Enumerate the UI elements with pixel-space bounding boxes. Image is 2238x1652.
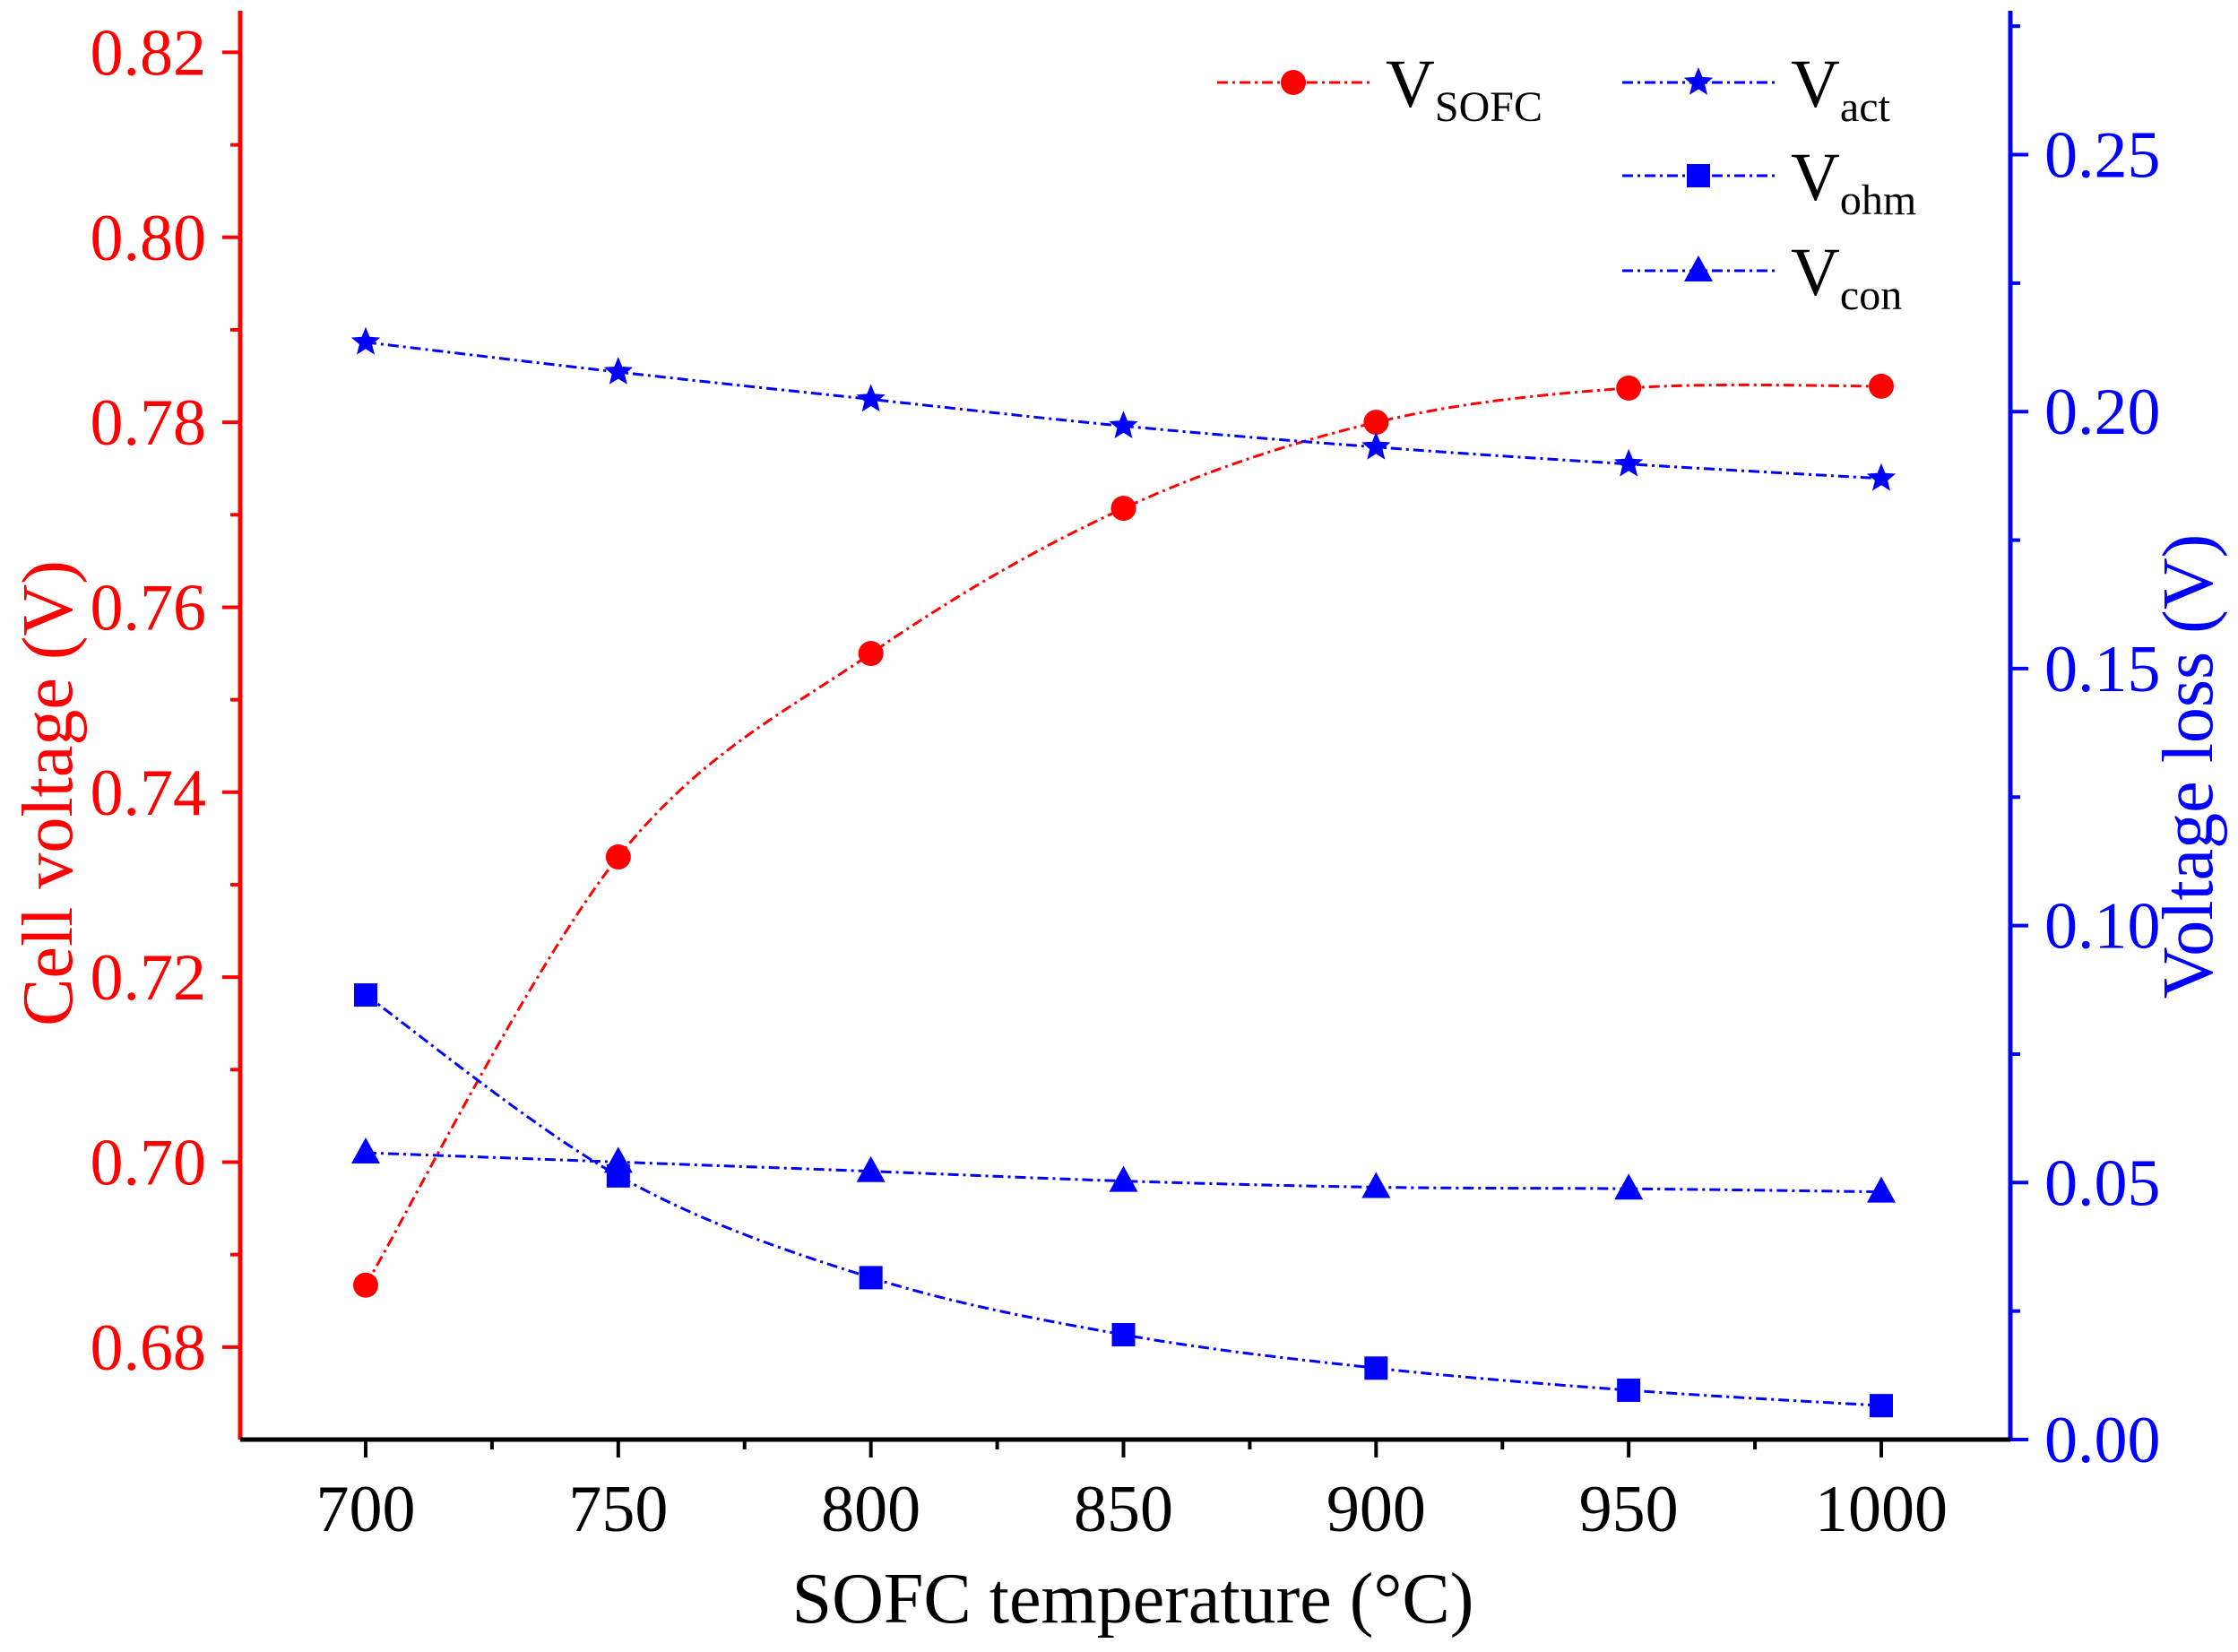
data-point-circle	[1363, 410, 1389, 436]
x-tick-label: 1000	[1815, 1473, 1948, 1546]
legend-label-main: V	[1791, 47, 1840, 122]
data-point-circle	[1616, 375, 1642, 401]
data-point-star	[603, 357, 633, 385]
right-y-axis-title: Voltage loss (V)	[2149, 534, 2228, 999]
left-tick-label: 0.74	[91, 757, 207, 830]
series-curve-star	[365, 341, 1882, 480]
data-point-circle	[605, 844, 631, 870]
left-tick-label: 0.80	[91, 202, 207, 275]
right-tick-label: 0.05	[2044, 1146, 2161, 1220]
legend-marker-square	[1687, 164, 1710, 187]
legend-label-main: V	[1791, 140, 1840, 215]
legend-label-star: Vact	[1791, 47, 1891, 131]
data-point-square	[1617, 1378, 1641, 1402]
legend-label-subscript: SOFC	[1435, 83, 1542, 131]
data-point-square	[1111, 1323, 1136, 1347]
data-point-star	[856, 384, 886, 412]
legend-label-subscript: con	[1840, 272, 1902, 319]
data-point-star	[1614, 448, 1644, 477]
data-markers	[350, 326, 1897, 1418]
data-point-triangle	[351, 1137, 380, 1164]
data-point-triangle	[856, 1155, 886, 1182]
axis-ticks: 700 750 800 850 900 950 1000 0.68 0.70 0.72 0.74 0.…	[91, 16, 2161, 1546]
left-tick-label: 0.68	[91, 1311, 207, 1385]
x-tick-label: 900	[1326, 1473, 1426, 1546]
right-tick-label: 0.15	[2044, 633, 2161, 706]
left-tick-label: 0.70	[91, 1126, 207, 1199]
legend-marker-circle	[1281, 70, 1306, 95]
data-point-star	[1866, 463, 1897, 491]
data-point-circle	[1110, 496, 1136, 522]
data-point-triangle	[603, 1146, 633, 1173]
x-tick-label: 750	[568, 1473, 668, 1546]
data-point-star	[1109, 411, 1138, 438]
x-tick-label: 850	[1074, 1473, 1173, 1546]
series-curve-circle	[364, 383, 1882, 1286]
left-tick-label: 0.76	[91, 571, 207, 644]
data-point-square	[859, 1266, 883, 1290]
legend-label-subscript: act	[1840, 83, 1891, 131]
data-point-square	[1364, 1356, 1388, 1380]
data-point-triangle	[1361, 1172, 1391, 1198]
right-tick-label: 0.00	[2044, 1404, 2161, 1477]
left-y-axis-title: Cell voltage (V)	[9, 560, 88, 1026]
data-point-square	[1870, 1394, 1893, 1418]
legend-label-main: V	[1386, 47, 1435, 122]
legend-label-circle: VSOFC	[1386, 47, 1542, 131]
legend-marker-triangle	[1684, 255, 1713, 281]
x-tick-label: 700	[316, 1473, 416, 1546]
legend-label-main: V	[1791, 235, 1840, 310]
legend-marker-star	[1683, 67, 1714, 95]
plot-frame	[238, 11, 2013, 1442]
data-point-circle	[1869, 373, 1894, 399]
x-tick-label: 800	[821, 1473, 920, 1546]
data-point-star	[350, 326, 381, 355]
data-point-circle	[858, 641, 884, 667]
legend-label-subscript: ohm	[1840, 177, 1916, 224]
right-tick-label: 0.25	[2044, 119, 2161, 193]
legend-label-triangle: Vcon	[1791, 235, 1902, 319]
left-tick-label: 0.78	[91, 386, 207, 460]
x-axis-title: SOFC temperature (°C)	[792, 1560, 1474, 1639]
left-tick-label: 0.82	[91, 16, 207, 90]
data-point-triangle	[1867, 1176, 1896, 1203]
right-tick-label: 0.10	[2044, 890, 2161, 964]
data-point-triangle	[1109, 1165, 1138, 1192]
right-tick-label: 0.20	[2044, 376, 2161, 449]
data-point-triangle	[1614, 1173, 1644, 1200]
legend-label-square: Vohm	[1791, 140, 1916, 224]
x-tick-label: 950	[1579, 1473, 1679, 1546]
data-point-star	[1361, 431, 1391, 460]
data-point-square	[354, 983, 377, 1008]
data-point-circle	[353, 1272, 378, 1298]
left-tick-label: 0.72	[91, 941, 207, 1015]
